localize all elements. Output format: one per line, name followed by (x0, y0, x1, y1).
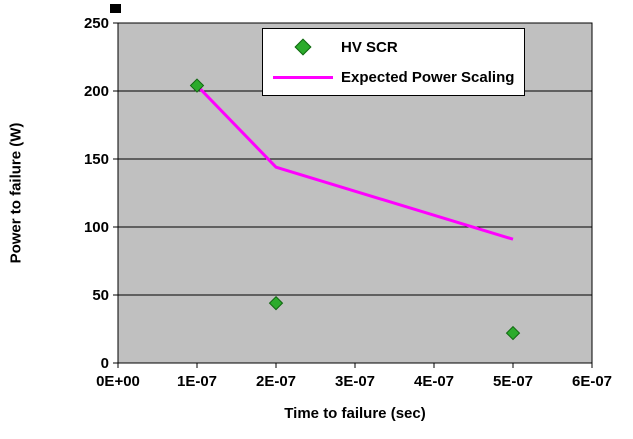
x-tick-label: 3E-07 (335, 373, 375, 390)
data-point (189, 78, 205, 93)
data-point (505, 325, 521, 341)
x-tick-label: 6E-07 (572, 373, 612, 390)
legend-diamond-marker-icon (271, 38, 335, 56)
legend-item: HV SCR (271, 35, 514, 59)
x-tick-label: 5E-07 (493, 373, 533, 390)
series-line (195, 84, 514, 241)
legend-line-sample-icon (271, 75, 335, 79)
x-tick-label: 0E+00 (96, 373, 140, 390)
legend-label: HV SCR (341, 38, 398, 56)
data-point (268, 295, 284, 311)
y-tick-label: 0 (101, 355, 109, 372)
y-tick-label: 50 (92, 287, 109, 304)
y-axis-title: Power to failure (W) (7, 122, 25, 264)
y-tick-label: 150 (84, 151, 109, 168)
x-axis-title: Time to failure (sec) (284, 405, 426, 422)
y-tick-label: 100 (84, 219, 109, 236)
x-tick-label: 1E-07 (177, 373, 217, 390)
y-tick-label: 250 (84, 15, 109, 32)
legend-item: Expected Power Scaling (271, 65, 514, 89)
stray-mark (110, 4, 121, 13)
x-tick-label: 2E-07 (256, 373, 296, 390)
y-tick-label: 200 (84, 83, 109, 100)
legend-label: Expected Power Scaling (341, 68, 515, 86)
x-tick-label: 4E-07 (414, 373, 454, 390)
legend: HV SCR Expected Power Scaling (262, 28, 526, 96)
